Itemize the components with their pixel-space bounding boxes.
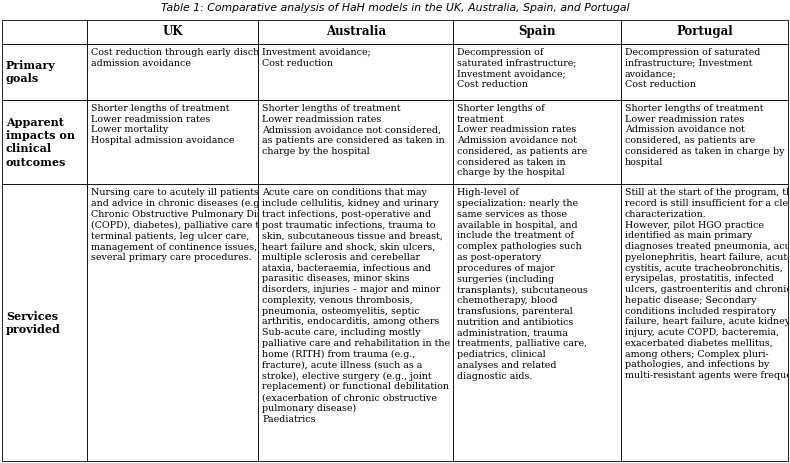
Bar xyxy=(87,184,258,461)
Bar xyxy=(2,20,87,44)
Bar xyxy=(453,184,621,461)
Bar xyxy=(2,100,87,184)
Bar xyxy=(621,184,788,461)
Bar xyxy=(621,100,788,184)
Bar xyxy=(87,20,258,44)
Text: Portugal: Portugal xyxy=(676,25,732,38)
Bar xyxy=(258,100,453,184)
Bar xyxy=(453,20,621,44)
Text: Decompression of saturated
infrastructure; Investment
avoidance;
Cost reduction: Decompression of saturated infrastructur… xyxy=(625,48,760,89)
Text: Cost reduction through early discharge and
admission avoidance: Cost reduction through early discharge a… xyxy=(91,48,302,68)
Bar xyxy=(621,44,788,100)
Text: UK: UK xyxy=(162,25,182,38)
Text: Services
provided: Services provided xyxy=(6,311,61,335)
Text: Spain: Spain xyxy=(518,25,555,38)
Text: Primary
goals: Primary goals xyxy=(6,60,56,84)
Text: Shorter lengths of
treatment
Lower readmission rates
Admission avoidance not
con: Shorter lengths of treatment Lower readm… xyxy=(457,104,588,177)
Bar xyxy=(621,20,788,44)
Text: Shorter lengths of treatment
Lower readmission rates
Admission avoidance not con: Shorter lengths of treatment Lower readm… xyxy=(262,104,445,156)
Text: Still at the start of the program, the
record is still insufficient for a clear
: Still at the start of the program, the r… xyxy=(625,188,790,380)
Text: Investment avoidance;
Cost reduction: Investment avoidance; Cost reduction xyxy=(262,48,371,68)
Text: Australia: Australia xyxy=(325,25,386,38)
Bar xyxy=(258,184,453,461)
Bar xyxy=(2,184,87,461)
Text: Apparent
impacts on
clinical
outcomes: Apparent impacts on clinical outcomes xyxy=(6,117,75,168)
Bar xyxy=(453,100,621,184)
Bar xyxy=(87,100,258,184)
Text: Table 1: Comparative analysis of HaH models in the UK, Australia, Spain, and Por: Table 1: Comparative analysis of HaH mod… xyxy=(160,3,630,13)
Text: Acute care on conditions that may
include cellulitis, kidney and urinary
tract i: Acute care on conditions that may includ… xyxy=(262,188,450,424)
Bar xyxy=(2,44,87,100)
Bar xyxy=(258,44,453,100)
Bar xyxy=(258,20,453,44)
Text: Shorter lengths of treatment
Lower readmission rates
Admission avoidance not
con: Shorter lengths of treatment Lower readm… xyxy=(625,104,790,167)
Bar xyxy=(453,44,621,100)
Text: Decompression of
saturated infrastructure;
Investment avoidance;
Cost reduction: Decompression of saturated infrastructur… xyxy=(457,48,577,89)
Text: Shorter lengths of treatment
Lower readmission rates
Lower mortality
Hospital ad: Shorter lengths of treatment Lower readm… xyxy=(91,104,235,145)
Bar xyxy=(87,44,258,100)
Text: Nursing care to acutely ill patients, care
and advice in chronic diseases (e.g.,: Nursing care to acutely ill patients, ca… xyxy=(91,188,286,263)
Text: High-level of
specialization: nearly the
same services as those
available in hos: High-level of specialization: nearly the… xyxy=(457,188,588,381)
